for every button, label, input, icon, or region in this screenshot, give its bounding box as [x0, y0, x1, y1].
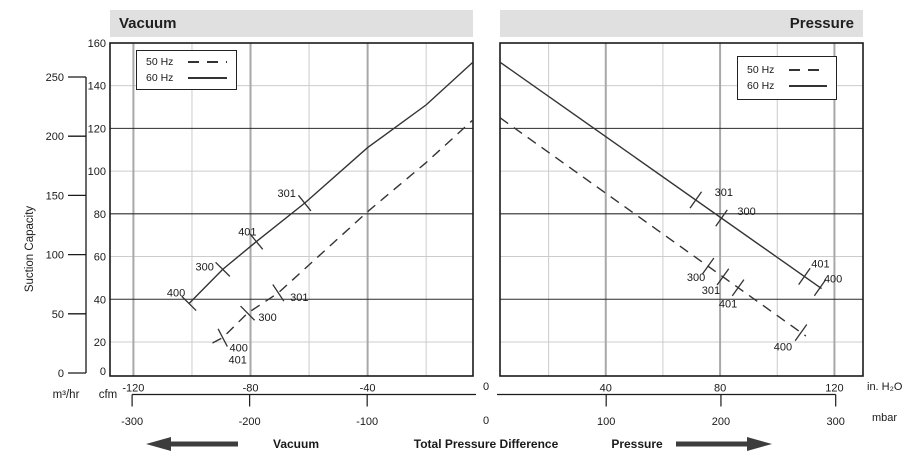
model-number-label: 300: [258, 312, 276, 324]
model-number-label: 401: [811, 258, 829, 270]
y-unit-cfm: cfm: [98, 389, 118, 401]
y-tick-label-cfm: 100: [88, 166, 106, 178]
solid-line-sample: [789, 85, 827, 87]
model-tick-mark: [813, 278, 827, 297]
model-number-label: 300: [687, 272, 705, 284]
curve-60hz: [188, 61, 474, 305]
vacuum-arrow-icon: [146, 437, 171, 451]
model-number-label: 401: [229, 355, 247, 367]
legend-label-50hz: 50 Hz: [747, 64, 775, 76]
plot-border: [499, 42, 864, 377]
model-number-label: 301: [715, 187, 733, 199]
model-tick-mark: [215, 261, 231, 277]
y-axis-title: Suction Capacity: [24, 205, 36, 293]
vacuum-direction-caption: Vacuum: [272, 437, 320, 451]
model-tick-mark: [217, 328, 228, 347]
model-number-label: 400: [774, 342, 792, 354]
legend-vacuum: 50 Hz 60 Hz: [136, 50, 237, 90]
legend-pressure: 50 Hz 60 Hz: [737, 56, 837, 100]
model-number-label: 400: [824, 274, 842, 286]
curve-50hz: [212, 119, 474, 344]
x-tick-label-mbar: 300: [827, 416, 845, 428]
x-zero-inh2o: 0: [482, 381, 490, 393]
model-tick-mark: [798, 267, 811, 285]
x-zero-mbar: 0: [482, 415, 490, 427]
model-tick-mark: [715, 209, 728, 227]
x-tick-label-mbar: 200: [712, 416, 730, 428]
model-tick-mark: [272, 284, 285, 302]
x-tick-label-inh2o: -120: [122, 383, 144, 395]
model-tick-mark: [181, 296, 197, 312]
x-tick-label-inh2o: 120: [825, 383, 843, 395]
solid-line-sample: [188, 77, 227, 79]
y-tick-label-cfm: 160: [88, 38, 106, 50]
pressure-direction-caption: Pressure: [611, 437, 663, 451]
x-tick-label-mbar: -300: [121, 416, 143, 428]
x-tick-label-inh2o: -80: [243, 383, 259, 395]
y-tick-label-m3hr: 0: [58, 368, 64, 380]
x-tick-label-mbar: -100: [356, 416, 378, 428]
x-tick-label-mbar: -200: [239, 416, 261, 428]
curve-60hz: [499, 61, 822, 290]
plot-border: [109, 42, 474, 377]
model-number-label: 301: [277, 188, 295, 200]
model-tick-mark: [240, 305, 256, 321]
y-tick-label-cfm: 120: [88, 123, 106, 135]
x-tick-label-inh2o: 80: [714, 383, 726, 395]
model-tick-mark: [731, 279, 745, 297]
legend-label-60hz: 60 Hz: [146, 72, 174, 84]
pressure-panel-title: Pressure: [789, 15, 854, 32]
y-tick-label-m3hr: 200: [46, 131, 64, 143]
curve-50hz: [499, 117, 807, 337]
legend-label-60hz: 60 Hz: [747, 80, 775, 92]
model-number-label: 401: [719, 299, 737, 311]
model-tick-mark: [701, 257, 715, 275]
x-unit-mbar: mbar: [872, 412, 898, 424]
model-tick-mark: [297, 194, 312, 212]
y-tick-label-cfm: 140: [88, 81, 106, 93]
y-tick-label-cfm: 40: [94, 294, 106, 306]
y-tick-label-cfm: 80: [94, 209, 106, 221]
model-number-label: 400: [230, 343, 248, 355]
model-number-label: 300: [737, 206, 755, 218]
dashed-line-sample: [789, 69, 827, 71]
y-tick-label-cfm: 60: [94, 252, 106, 264]
y-tick-label-m3hr: 250: [46, 72, 64, 84]
dashed-line-sample: [188, 61, 227, 63]
model-number-label: 401: [238, 227, 256, 239]
model-number-label: 301: [702, 285, 720, 297]
legend-label-50hz: 50 Hz: [146, 56, 174, 68]
legend-item-50hz: 50 Hz: [146, 56, 227, 68]
model-tick-mark: [249, 233, 264, 250]
model-number-label: 300: [196, 261, 214, 273]
y-tick-label-m3hr: 150: [46, 190, 64, 202]
model-number-label: 400: [167, 288, 185, 300]
pressure-arrow-icon: [747, 437, 772, 451]
y-unit-m3hr: m³/hr: [52, 389, 80, 401]
y-tick-label-m3hr: 100: [46, 250, 64, 262]
x-tick-label-inh2o: -40: [360, 383, 376, 395]
model-number-label: 301: [290, 292, 308, 304]
y-tick-label-m3hr: 50: [52, 309, 64, 321]
x-tick-label-inh2o: 40: [600, 383, 612, 395]
vacuum-panel-header: Vacuum: [110, 10, 473, 37]
y-tick-label-cfm: 20: [94, 337, 106, 349]
vacuum-panel-title: Vacuum: [119, 15, 177, 32]
y-tick-label-cfm: 0: [100, 366, 106, 378]
model-tick-mark: [794, 324, 808, 342]
pressure-panel-header: Pressure: [500, 10, 863, 37]
legend-item-50hz: 50 Hz: [747, 64, 827, 76]
legend-item-60hz: 60 Hz: [747, 80, 827, 92]
model-tick-mark: [689, 191, 703, 209]
model-tick-mark: [716, 268, 730, 286]
legend-item-60hz: 60 Hz: [146, 72, 227, 84]
x-unit-inh2o: in. H₂O: [867, 381, 903, 393]
x-axis-caption: Total Pressure Difference: [413, 437, 559, 451]
x-tick-label-mbar: 100: [597, 416, 615, 428]
